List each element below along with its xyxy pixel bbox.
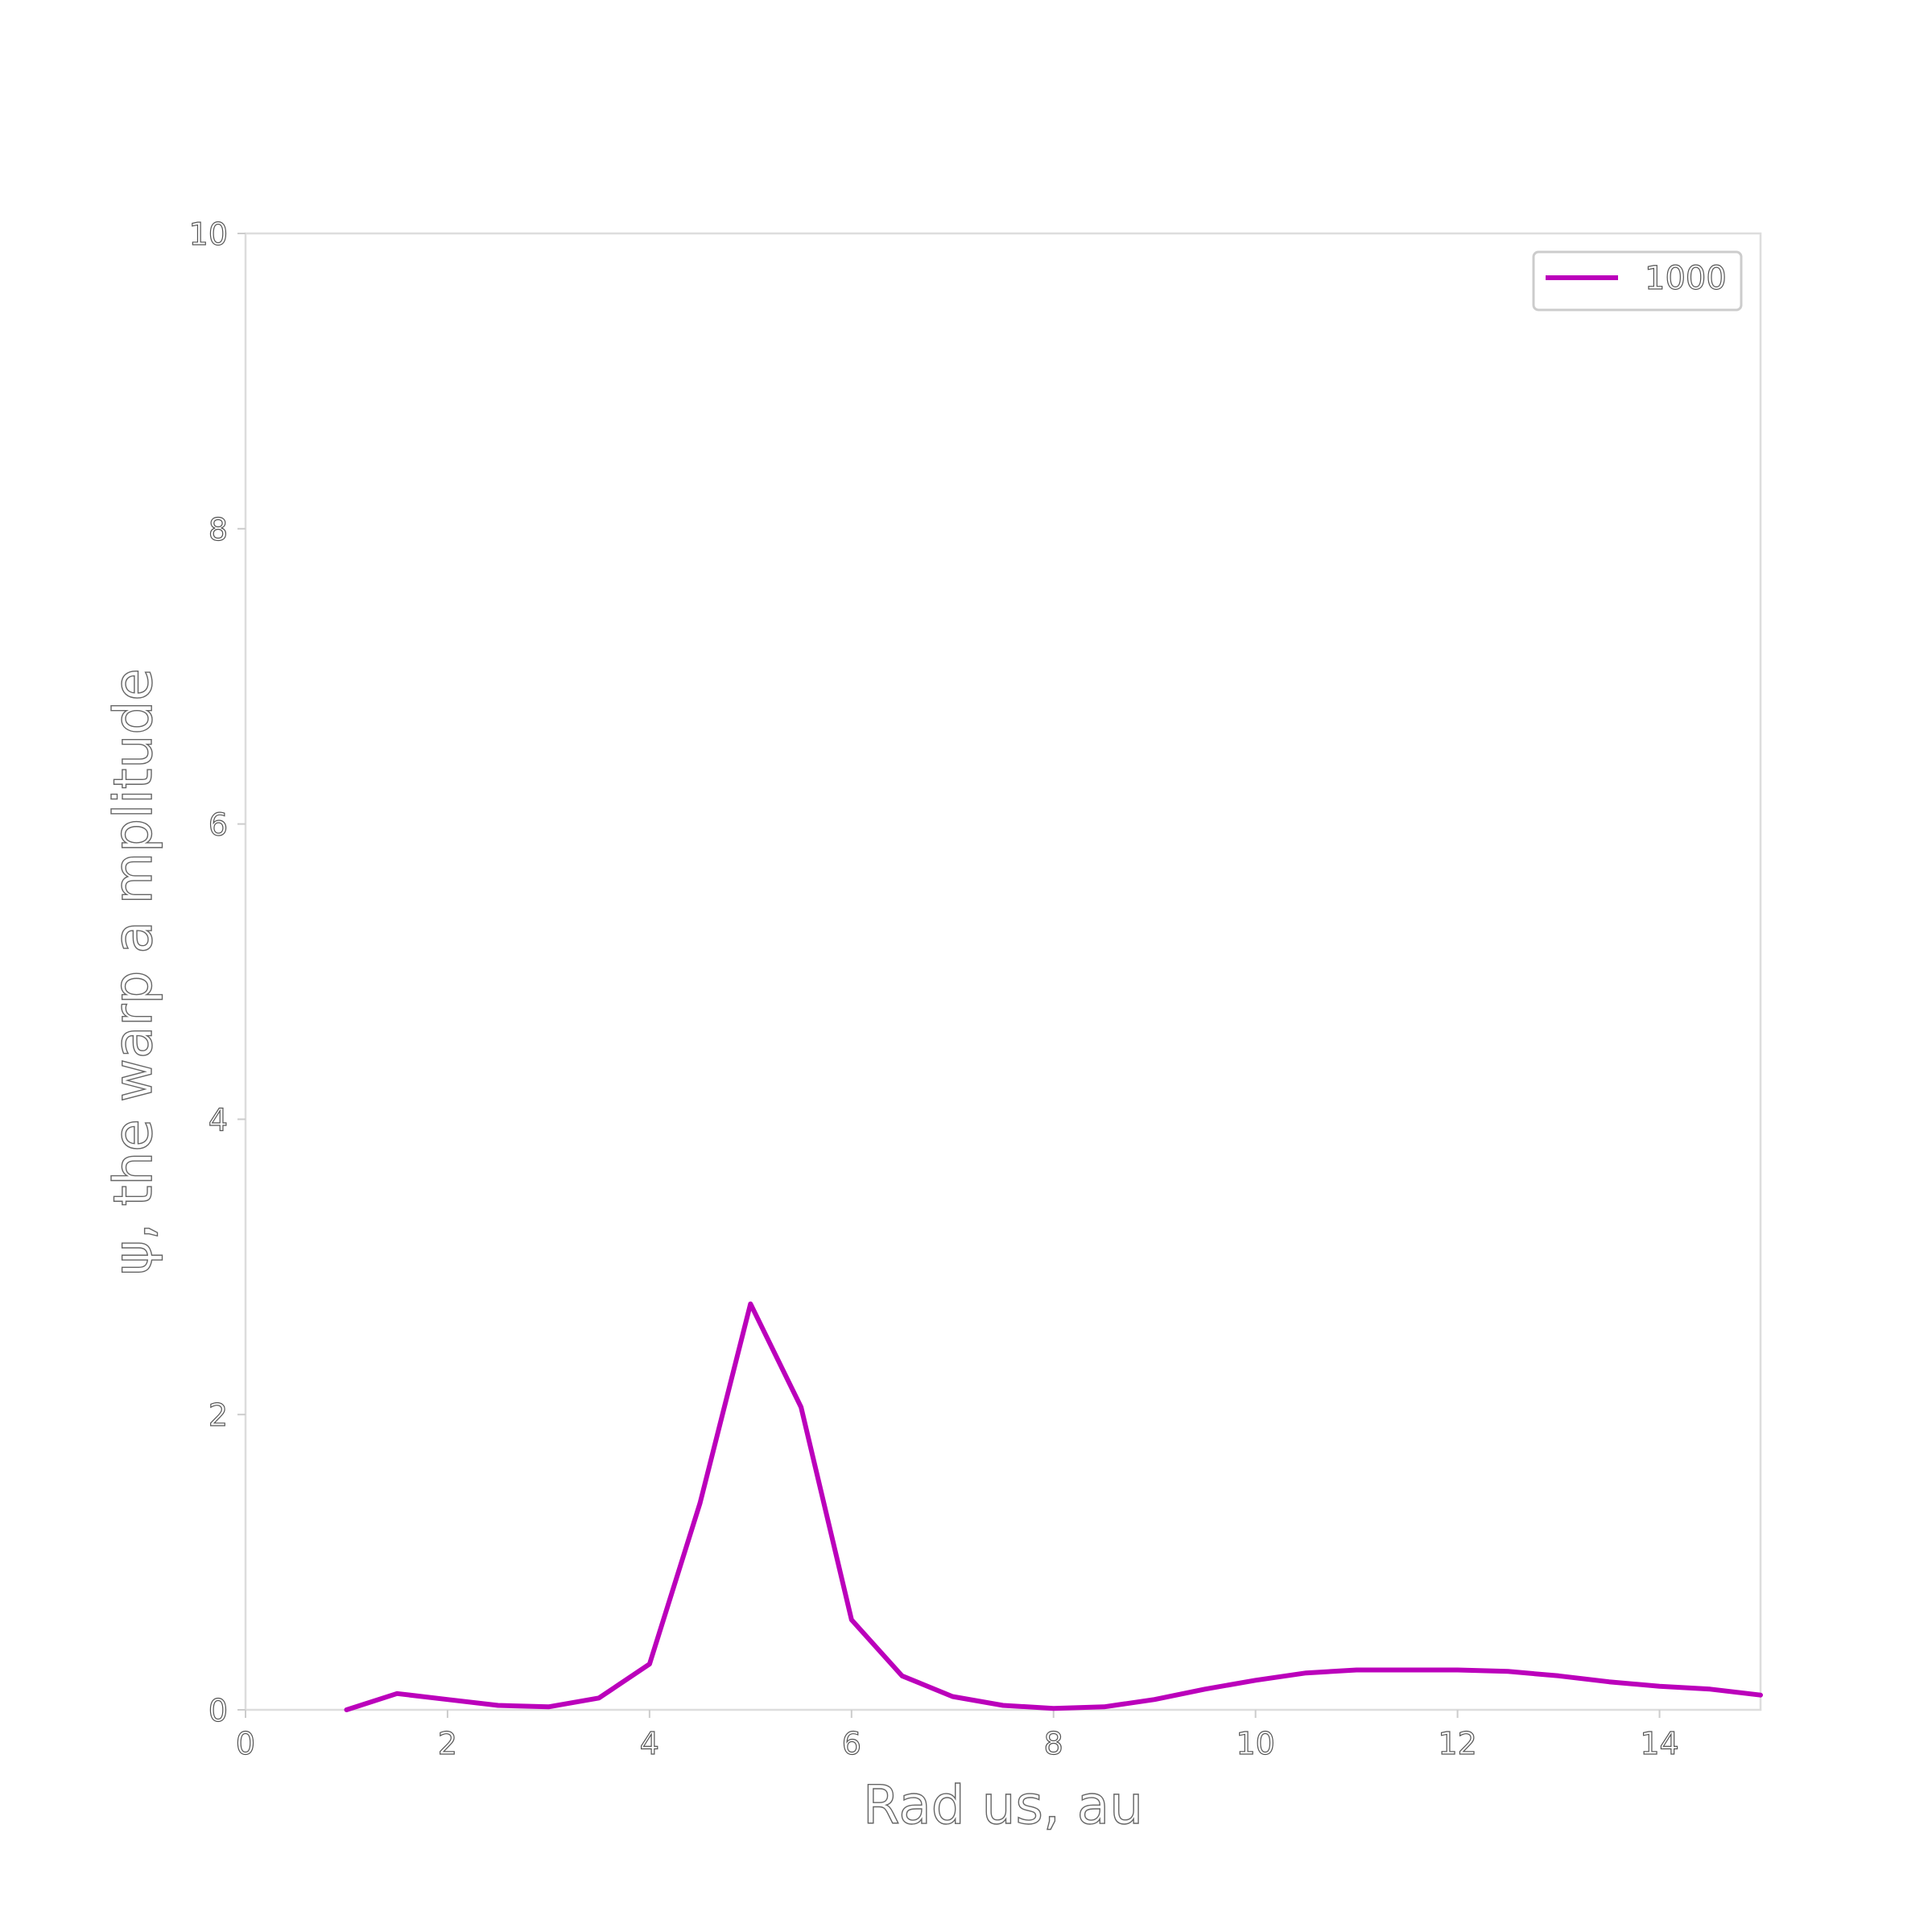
x-tick-label: 8 [1044,1726,1063,1761]
series-line-1000 [344,1301,1763,1712]
x-tick-label: 12 [1438,1726,1476,1761]
x-tick-label: 10 [1236,1726,1274,1761]
legend: 1000 [1532,250,1743,312]
x-tick-label: 6 [842,1726,861,1761]
legend-box [1532,250,1743,312]
y-tick-label: 2 [208,1397,228,1433]
x-tick-label: 14 [1640,1726,1678,1761]
x-tick-label: 4 [640,1726,659,1761]
legend-label-1000: 1000 [1645,260,1727,297]
x-axis-title: Rad us, au [863,1774,1143,1836]
x-tick-label: 2 [438,1726,457,1761]
plot-area-frame [244,232,1762,1711]
series-layer [344,1301,1763,1712]
y-tick-label: 6 [208,807,228,843]
y-tick-label: 4 [208,1102,228,1137]
y-axis-ticks: 0 2 4 6 8 10 [188,216,246,1729]
y-axis-title: ψ, the warp a mplitude [102,668,164,1275]
x-tick-label: 0 [236,1726,255,1761]
y-tick-label: 8 [208,512,228,547]
x-axis-ticks: 0 2 4 6 8 10 12 14 [235,1710,1679,1762]
y-tick-label: 0 [208,1693,228,1728]
y-tick-label: 10 [189,217,228,252]
